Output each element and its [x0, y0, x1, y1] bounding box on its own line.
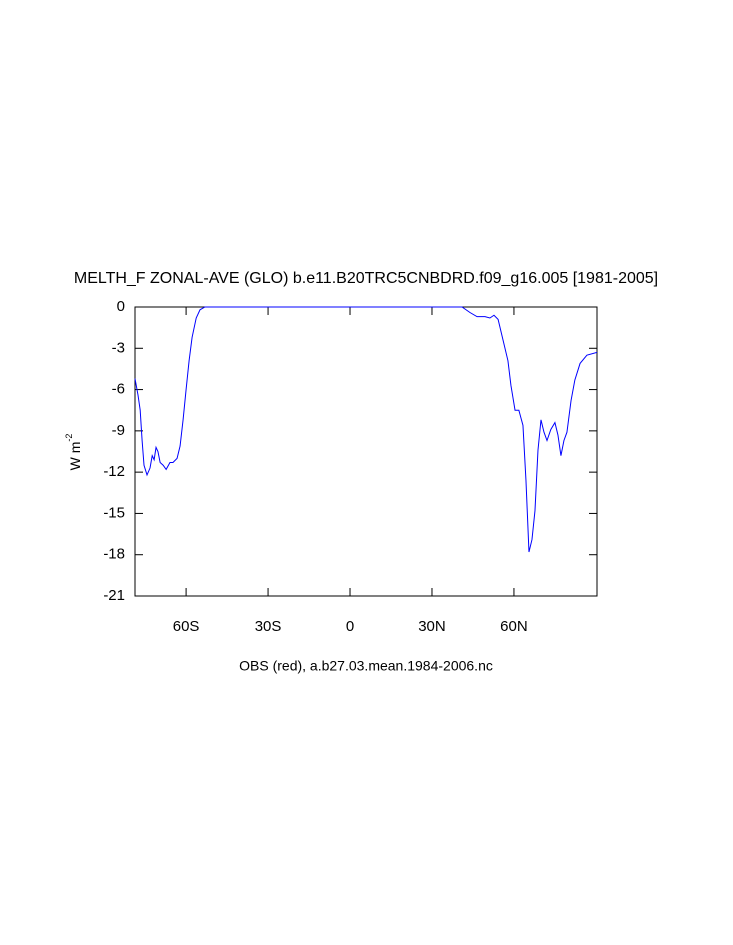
- y-axis-label: W m-2: [64, 434, 82, 471]
- y-tick-label: -9: [112, 422, 125, 439]
- y-label-sup: -2: [64, 434, 74, 442]
- x-tick-label: 60N: [500, 618, 528, 635]
- y-tick-label: -12: [103, 463, 125, 480]
- chart-subtitle: OBS (red), a.b27.03.mean.1984-2006.nc: [239, 658, 493, 674]
- y-tick-label: -18: [103, 546, 125, 563]
- y-label-main: W m: [67, 442, 83, 471]
- data-line: [134, 306, 598, 553]
- chart-title: MELTH_F ZONAL-AVE (GLO) b.e11.B20TRC5CNB…: [74, 270, 658, 287]
- y-tick-label: -3: [112, 339, 125, 356]
- y-tick-label: -21: [103, 587, 125, 604]
- y-tick-label: 0: [117, 298, 125, 315]
- x-tick-label: 60S: [173, 618, 200, 635]
- y-tick-label: -6: [112, 381, 125, 398]
- x-tick-label: 30S: [255, 618, 282, 635]
- x-tick-label: 30N: [418, 618, 446, 635]
- plot-frame: [134, 306, 598, 597]
- y-tick-label: -15: [103, 504, 125, 521]
- x-tick-label: 0: [346, 618, 354, 635]
- y-axis-label-text: W m-2: [64, 434, 82, 471]
